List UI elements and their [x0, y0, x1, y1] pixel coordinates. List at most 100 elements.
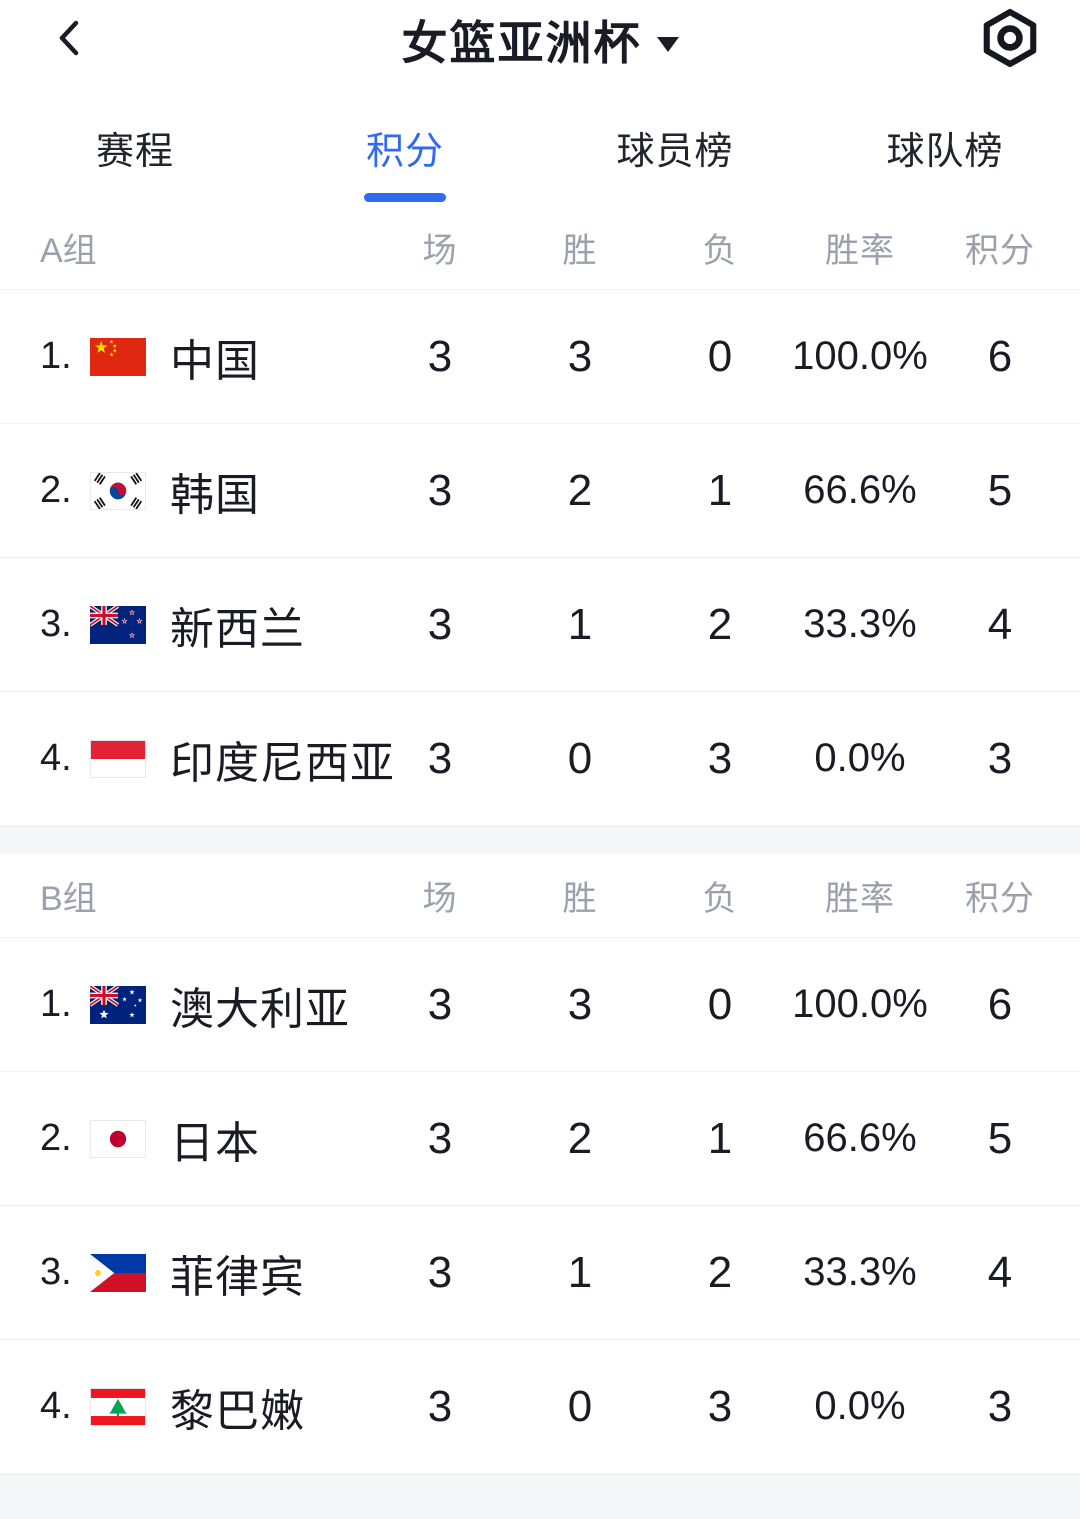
- rank-number: 2.: [40, 1117, 72, 1159]
- stat-value: 5: [987, 465, 1013, 515]
- team-name: 新西兰: [170, 604, 305, 654]
- stat-value: 3: [427, 979, 453, 1029]
- column-header: 负: [702, 232, 738, 270]
- tab-label: 赛程: [95, 130, 174, 173]
- team-cell: 2. 韩国: [40, 459, 370, 523]
- team-cell: 1. 澳大利亚: [40, 973, 370, 1037]
- group-label: A组: [40, 232, 97, 270]
- column-header: 积分: [965, 232, 1035, 270]
- philippines-flag: [90, 1253, 146, 1292]
- stat-value: 1: [567, 1247, 593, 1297]
- settings-button[interactable]: [976, 6, 1044, 74]
- stat-value: 2: [707, 1247, 733, 1297]
- chevron-left-icon: [48, 16, 92, 65]
- stat-value: 66.6%: [803, 468, 917, 512]
- stat-value: 3: [427, 1381, 453, 1431]
- team-name: 印度尼西亚: [170, 738, 395, 788]
- team-name: 黎巴嫩: [170, 1386, 305, 1436]
- team-row[interactable]: 3. 菲律宾 3 1 2 33.3% 4: [0, 1206, 1080, 1340]
- stat-value: 4: [987, 599, 1013, 649]
- tab-schedule[interactable]: 赛程: [0, 88, 270, 206]
- stat-value: 33.3%: [803, 1250, 917, 1294]
- stat-value: 3: [427, 733, 453, 783]
- tab-teams[interactable]: 球队榜: [810, 88, 1080, 206]
- stat-value: 3: [987, 733, 1013, 783]
- stat-value: 2: [567, 465, 593, 515]
- group-header-row: B组 场 胜 负 胜率 积分: [0, 854, 1080, 938]
- rank-number: 4.: [40, 1385, 72, 1427]
- stat-value: 2: [567, 1113, 593, 1163]
- stat-value: 4: [987, 1247, 1013, 1297]
- column-header: 胜: [562, 232, 598, 270]
- standings-tables: A组场胜负胜率 积分 1. 中国 3 3 0 100.0% 6 2. 韩国 3 2 1 66.6% 5 3. 新西…: [0, 206, 1080, 1474]
- page-title: 女篮亚洲杯: [401, 17, 642, 69]
- stat-value: 1: [707, 1113, 733, 1163]
- tab-label: 积分: [365, 130, 444, 173]
- competition-title-dropdown[interactable]: 女篮亚洲杯: [402, 7, 679, 73]
- stat-value: 3: [427, 465, 453, 515]
- column-header: 胜: [562, 880, 598, 918]
- top-bar: 女篮亚洲杯: [0, 0, 1080, 80]
- stat-value: 3: [427, 331, 453, 381]
- stat-value: 0: [567, 1381, 593, 1431]
- new-zealand-flag: [90, 605, 146, 644]
- team-cell: 2. 日本: [40, 1107, 370, 1171]
- team-row[interactable]: 4. 印度尼西亚 3 0 3 0.0% 3: [0, 692, 1080, 826]
- section-separator: [0, 826, 1080, 854]
- team-name: 韩国: [170, 470, 260, 520]
- stat-value: 3: [427, 599, 453, 649]
- rank-number: 3.: [40, 603, 72, 645]
- australia-flag: [90, 985, 146, 1024]
- stat-value: 3: [427, 1247, 453, 1297]
- column-header: 场: [422, 232, 458, 270]
- tab-players[interactable]: 球员榜: [540, 88, 810, 206]
- team-row[interactable]: 1. 澳大利亚 3 3 0 100.0% 6: [0, 938, 1080, 1072]
- team-cell: 1. 中国: [40, 325, 370, 389]
- bottom-section-separator: [0, 1474, 1080, 1519]
- stat-value: 3: [567, 979, 593, 1029]
- team-row[interactable]: 1. 中国 3 3 0 100.0% 6: [0, 290, 1080, 424]
- stat-value: 0.0%: [814, 736, 906, 780]
- stat-value: 6: [987, 979, 1013, 1029]
- stat-value: 1: [707, 465, 733, 515]
- rank-number: 3.: [40, 1251, 72, 1293]
- team-row[interactable]: 4. 黎巴嫩 3 0 3 0.0% 3: [0, 1340, 1080, 1474]
- column-header: 场: [422, 880, 458, 918]
- team-row[interactable]: 2. 日本 3 2 1 66.6% 5: [0, 1072, 1080, 1206]
- stat-value: 1: [567, 599, 593, 649]
- rank-number: 4.: [40, 737, 72, 779]
- stat-value: 0: [567, 733, 593, 783]
- team-row[interactable]: 3. 新西兰 3 1 2 33.3% 4: [0, 558, 1080, 692]
- tab-bar: 赛程 积分 球员榜 球队榜: [0, 80, 1080, 206]
- south-korea-flag: [90, 471, 146, 510]
- stat-value: 5: [987, 1113, 1013, 1163]
- tab-label: 球员榜: [616, 130, 734, 173]
- stat-value: 66.6%: [803, 1116, 917, 1160]
- tab-label: 球队榜: [886, 130, 1004, 173]
- rank-number: 2.: [40, 469, 72, 511]
- column-header: 胜率: [825, 880, 895, 918]
- stat-value: 3: [427, 1113, 453, 1163]
- group-section: A组场胜负胜率 积分 1. 中国 3 3 0 100.0% 6 2. 韩国 3 2 1 66.6% 5 3. 新西…: [0, 206, 1080, 826]
- stat-value: 100.0%: [792, 982, 928, 1026]
- group-section: B组场胜负胜率 积分 1. 澳大利亚 3 3 0 100.0% 6 2. 日本 3 2 1 66.6% 5 3.…: [0, 854, 1080, 1474]
- stat-value: 33.3%: [803, 602, 917, 646]
- team-name: 澳大利亚: [170, 984, 350, 1034]
- stat-value: 0: [707, 979, 733, 1029]
- china-flag: [90, 337, 146, 376]
- team-cell: 4. 黎巴嫩: [40, 1375, 370, 1439]
- group-label: B组: [40, 880, 97, 918]
- tab-standings[interactable]: 积分: [270, 88, 540, 206]
- stat-value: 0.0%: [814, 1384, 906, 1428]
- column-header: 负: [702, 880, 738, 918]
- stat-value: 100.0%: [792, 334, 928, 378]
- team-cell: 4. 印度尼西亚: [40, 727, 394, 791]
- stat-value: 0: [707, 331, 733, 381]
- team-row[interactable]: 2. 韩国 3 2 1 66.6% 5: [0, 424, 1080, 558]
- lebanon-flag: [90, 1387, 146, 1426]
- stat-value: 2: [707, 599, 733, 649]
- rank-number: 1.: [40, 983, 72, 1025]
- team-cell: 3. 菲律宾: [40, 1241, 370, 1305]
- back-button[interactable]: [44, 14, 96, 66]
- active-tab-underline: [364, 193, 446, 202]
